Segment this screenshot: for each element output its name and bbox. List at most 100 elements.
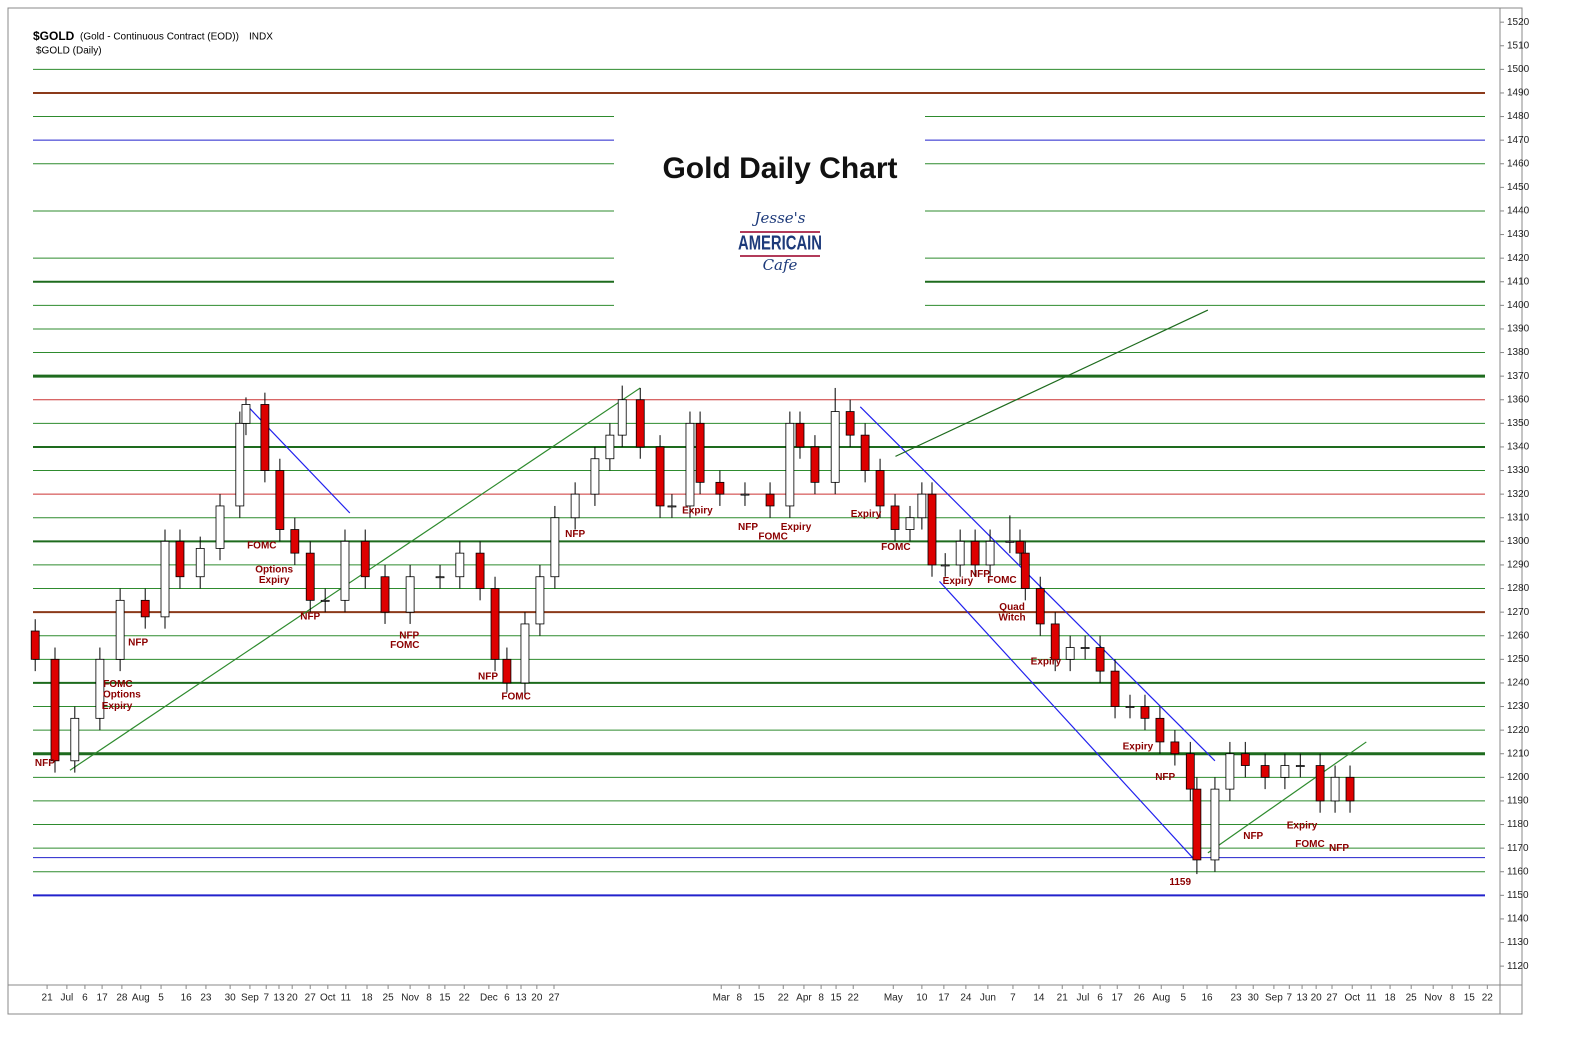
candle-body (1155, 717, 1165, 743)
candle-body (405, 576, 415, 613)
candle-body (30, 630, 40, 660)
x-tick-label: 7 (263, 993, 269, 1004)
x-tick-label: Aug (132, 993, 150, 1004)
y-tick-label: 1350 (1507, 418, 1530, 429)
candle-body (590, 458, 600, 495)
x-tick-label: 30 (1248, 993, 1260, 1004)
candle-body (290, 529, 300, 554)
candle-body (785, 422, 795, 507)
annotation: NFP (128, 637, 148, 648)
y-tick-label: 1290 (1507, 560, 1530, 571)
annotation: 1159 (1169, 877, 1191, 888)
x-tick-label: 6 (504, 993, 510, 1004)
x-tick-label: 6 (82, 993, 88, 1004)
x-tick-label: 27 (1326, 993, 1338, 1004)
candle-body (235, 422, 245, 507)
candle-body (685, 422, 695, 507)
candle-body (1095, 647, 1105, 672)
candle-body (955, 540, 965, 566)
candle-body (635, 399, 645, 448)
y-tick-label: 1130 (1507, 937, 1529, 948)
candle-body (340, 540, 350, 601)
candle-body (320, 599, 330, 602)
trendline (859, 406, 1216, 762)
annotation: NFP (970, 569, 990, 580)
candle-body (550, 517, 560, 578)
y-tick-label: 1520 (1507, 17, 1530, 28)
candle-body (740, 493, 750, 496)
annotation: NFP (1243, 831, 1263, 842)
y-tick-label: 1250 (1507, 654, 1530, 665)
annotation: Options (103, 689, 141, 700)
x-tick-label: 13 (515, 993, 527, 1004)
x-tick-label: 22 (848, 993, 860, 1004)
candle-body (890, 505, 900, 530)
logo-top: Jesse's (752, 209, 806, 227)
y-tick-label: 1270 (1507, 607, 1530, 618)
x-tick-label: Dec (480, 993, 498, 1004)
x-tick-label: 11 (1366, 993, 1377, 1004)
logo-middle: AMERICAIN (738, 232, 822, 254)
candle-body (860, 434, 870, 471)
exchange: INDX (249, 32, 273, 43)
candle-body (695, 422, 705, 483)
x-tick-label: 15 (831, 993, 843, 1004)
candle-body (1210, 788, 1220, 861)
candle-body (1140, 706, 1150, 719)
candle-body (845, 411, 855, 436)
candle-body (50, 658, 60, 762)
candle-body (1345, 776, 1355, 802)
candle-body (1065, 647, 1075, 660)
annotation: FOMC (987, 575, 1016, 586)
x-tick-label: 18 (361, 993, 373, 1004)
x-tick-label: 11 (341, 993, 352, 1004)
y-tick-label: 1150 (1507, 890, 1529, 901)
y-tick-label: 1420 (1507, 253, 1530, 264)
x-tick-label: May (884, 993, 903, 1004)
x-tick-label: 24 (960, 993, 972, 1004)
candle-body (475, 552, 485, 589)
y-tick-label: 1410 (1507, 276, 1530, 287)
logo: Jesse's AMERICAIN Cafe (738, 209, 822, 274)
x-tick-label: 26 (1134, 993, 1146, 1004)
candle-body (1280, 765, 1290, 778)
y-tick-label: 1280 (1507, 583, 1530, 594)
annotation: FOMC (390, 640, 419, 651)
candle-body (1295, 765, 1305, 767)
x-tick-label: 15 (753, 993, 765, 1004)
candle-body (1015, 540, 1025, 554)
y-tick-label: 1260 (1507, 630, 1530, 641)
x-tick-label: 27 (305, 993, 317, 1004)
annotation: NFP (35, 758, 55, 769)
x-tick-label: Oct (320, 993, 336, 1004)
annotation: NFP (738, 522, 758, 533)
y-tick-label: 1320 (1507, 489, 1530, 500)
x-tick-label: 21 (1057, 993, 1069, 1004)
x-tick-label: 13 (273, 993, 285, 1004)
candle-body (667, 505, 677, 508)
annotation: NFP (1329, 843, 1349, 854)
candle-body (765, 493, 775, 507)
candle-body (241, 404, 251, 424)
x-tick-label: 20 (287, 993, 299, 1004)
chart-title: Gold Daily Chart (662, 152, 897, 185)
candle-body (940, 564, 950, 567)
x-tick-label: 15 (439, 993, 451, 1004)
candle-body (795, 422, 805, 448)
candle-body (520, 623, 530, 684)
candle-body (305, 552, 315, 601)
x-tick-label: Apr (796, 993, 812, 1004)
logo-bottom: Cafe (763, 256, 798, 274)
y-tick-label: 1400 (1507, 300, 1530, 311)
x-tick-label: Jul (60, 993, 73, 1004)
annotation: Expiry (851, 509, 882, 520)
trendline (939, 581, 1196, 861)
x-tick-label: 5 (158, 993, 164, 1004)
y-tick-label: 1460 (1507, 158, 1530, 169)
candle-body (490, 588, 500, 660)
x-tick-label: 5 (1180, 993, 1186, 1004)
x-tick-label: 27 (548, 993, 560, 1004)
x-tick-label: 7 (1287, 993, 1293, 1004)
x-tick-label: 16 (1201, 993, 1213, 1004)
